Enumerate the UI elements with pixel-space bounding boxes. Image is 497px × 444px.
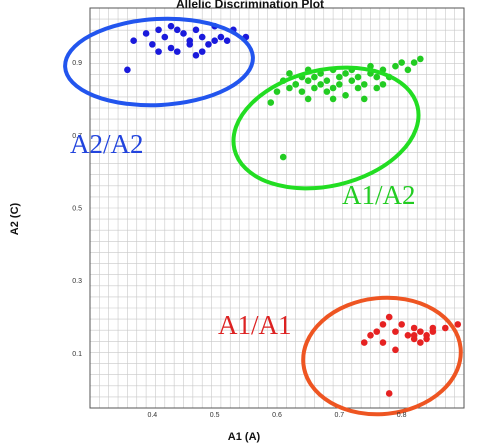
- data-point-a1a1: [379, 339, 387, 346]
- data-point-a1a2: [379, 81, 387, 88]
- data-point-a1a2: [404, 66, 412, 74]
- data-point-a1a1: [404, 331, 412, 339]
- data-point-a1a2: [360, 81, 368, 88]
- y-tick-label: 0.5: [72, 206, 82, 213]
- data-point-a1a1: [417, 339, 424, 346]
- data-point-a1a2: [360, 95, 368, 103]
- x-tick-label: 0.8: [397, 412, 407, 419]
- plot-frame: [89, 7, 465, 409]
- annotation-a2a2: A2/A2: [70, 129, 144, 159]
- cluster-outline-a2a2: [63, 16, 255, 108]
- data-point-a1a1: [410, 331, 418, 339]
- data-point-a1a2: [323, 88, 331, 95]
- x-tick-label: 0.5: [210, 412, 220, 419]
- data-point-a1a2: [286, 70, 293, 77]
- data-point-a1a2: [336, 81, 343, 88]
- data-point-a1a2: [417, 55, 424, 63]
- x-tick-label: 0.4: [147, 412, 157, 419]
- data-point-a2a2: [186, 41, 194, 48]
- data-point-a1a2: [336, 73, 343, 81]
- tick-labels: 0.4 0.5 0.6 0.7 0.8 0.1 0.3 0.5 0.7 0.9: [72, 60, 406, 419]
- data-point-a1a2: [410, 59, 418, 66]
- data-point-a1a2: [286, 84, 293, 92]
- cluster-outlines: [63, 16, 463, 417]
- data-point-a1a2: [304, 77, 312, 85]
- data-point-a2a2: [205, 41, 212, 48]
- data-point-a1a1: [392, 346, 399, 354]
- data-point-a1a2: [317, 81, 324, 88]
- data-point-a1a1: [398, 321, 405, 328]
- data-point-a1a1: [373, 328, 381, 335]
- data-point-a1a2: [354, 73, 362, 81]
- y-axis-label: A2 (C): [9, 202, 21, 235]
- data-point-a2a2: [130, 37, 137, 45]
- y-tick-label: 0.3: [72, 278, 82, 285]
- y-tick-label: 0.7: [72, 133, 82, 140]
- data-point-a1a2: [323, 77, 331, 85]
- x-tick-label: 0.7: [334, 412, 344, 419]
- data-point-a1a1: [429, 328, 437, 335]
- y-tick-label: 0.1: [72, 351, 82, 358]
- data-point-a1a2: [267, 99, 275, 106]
- data-point-a1a2: [273, 88, 281, 95]
- data-point-a2a2: [198, 33, 206, 41]
- data-point-a1a1: [417, 328, 424, 335]
- data-point-a2a2: [173, 48, 181, 55]
- data-point-a1a2: [354, 84, 362, 92]
- data-point-a2a2: [155, 26, 162, 34]
- cluster-outline-a1a2: [231, 65, 421, 191]
- data-point-a1a1: [379, 321, 387, 328]
- data-point-a1a2: [342, 91, 349, 99]
- data-point-a1a2: [373, 73, 381, 81]
- data-point-a1a1: [423, 335, 430, 343]
- data-point-a2a2: [223, 37, 231, 45]
- data-point-a2a2: [142, 30, 150, 37]
- data-point-a1a1: [367, 331, 374, 339]
- data-point-a1a1: [360, 339, 368, 346]
- data-point-a2a2: [167, 22, 175, 30]
- data-point-a1a2: [398, 59, 405, 66]
- data-point-a1a1: [385, 390, 393, 397]
- data-point-a1a2: [311, 84, 318, 92]
- data-point-a2a2: [167, 44, 175, 52]
- data-point-a1a2: [311, 73, 318, 81]
- data-point-a1a2: [373, 84, 381, 92]
- data-point-a1a1: [442, 324, 449, 332]
- data-point-a1a1: [410, 324, 418, 332]
- data-point-a1a2: [348, 77, 356, 85]
- x-tick-label: 0.6: [272, 412, 282, 419]
- data-point-a2a2: [192, 51, 200, 59]
- data-point-a2a2: [217, 33, 225, 41]
- data-point-a1a1: [454, 321, 462, 328]
- data-point-a1a2: [279, 153, 287, 161]
- data-point-a2a2: [198, 48, 206, 55]
- cluster-outline-a1a1: [301, 295, 463, 417]
- data-point-a1a2: [342, 70, 349, 77]
- data-point-a2a2: [155, 48, 162, 55]
- data-point-a2a2: [192, 26, 200, 34]
- data-point-a1a2: [292, 81, 300, 88]
- data-point-a2a2: [173, 26, 181, 34]
- data-point-a1a2: [392, 62, 399, 70]
- data-point-a1a2: [329, 84, 337, 92]
- data-point-a2a2: [211, 37, 218, 45]
- data-point-a1a1: [392, 328, 399, 335]
- annotation-a1a1: A1/A1: [218, 310, 292, 340]
- data-point-a1a2: [298, 88, 306, 95]
- data-points: [124, 22, 462, 397]
- y-tick-label: 0.9: [72, 60, 82, 67]
- data-point-a1a2: [304, 95, 312, 103]
- data-point-a2a2: [149, 41, 156, 48]
- data-point-a2a2: [161, 33, 169, 41]
- annotation-a1a2: A1/A2: [342, 180, 416, 210]
- data-point-a2a2: [180, 30, 187, 37]
- chart-title: Allelic Discrimination Plot: [176, 0, 324, 11]
- data-point-a1a2: [329, 95, 337, 103]
- x-axis-label: A1 (A): [228, 431, 261, 443]
- data-point-a1a1: [385, 313, 393, 321]
- data-point-a2a2: [124, 66, 131, 74]
